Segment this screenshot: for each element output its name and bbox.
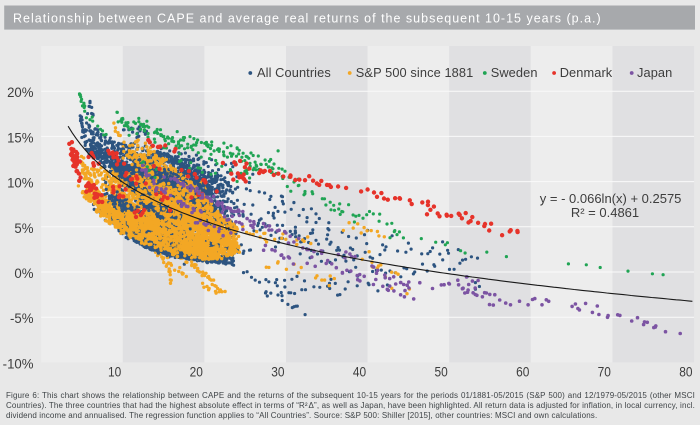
svg-text:70: 70 <box>598 364 611 380</box>
svg-text:20: 20 <box>190 364 203 380</box>
svg-text:5%: 5% <box>14 220 33 236</box>
svg-text:Japan: Japan <box>637 65 672 80</box>
svg-text:R² = 0.4861: R² = 0.4861 <box>571 205 639 220</box>
svg-text:10: 10 <box>108 364 121 380</box>
svg-text:20%: 20% <box>7 85 33 101</box>
svg-text:y = - 0.066ln(x) + 0.2575: y = - 0.066ln(x) + 0.2575 <box>540 191 682 206</box>
svg-text:-5%: -5% <box>10 311 33 327</box>
svg-text:0%: 0% <box>14 266 33 282</box>
svg-text:30: 30 <box>271 364 284 380</box>
svg-text:40: 40 <box>353 364 366 380</box>
svg-text:80: 80 <box>679 364 692 380</box>
svg-text:60: 60 <box>516 364 529 380</box>
svg-text:Relationship between CAPE and: Relationship between CAPE and average re… <box>13 12 602 26</box>
svg-text:50: 50 <box>434 364 447 380</box>
svg-text:15%: 15% <box>7 130 33 146</box>
svg-text:Denmark: Denmark <box>560 65 613 80</box>
svg-text:Sweden: Sweden <box>491 65 538 80</box>
svg-text:All Countries: All Countries <box>257 65 331 80</box>
svg-text:-10%: -10% <box>3 356 34 372</box>
svg-text:S&P 500 since 1881: S&P 500 since 1881 <box>356 65 474 80</box>
svg-text:10%: 10% <box>7 175 33 191</box>
